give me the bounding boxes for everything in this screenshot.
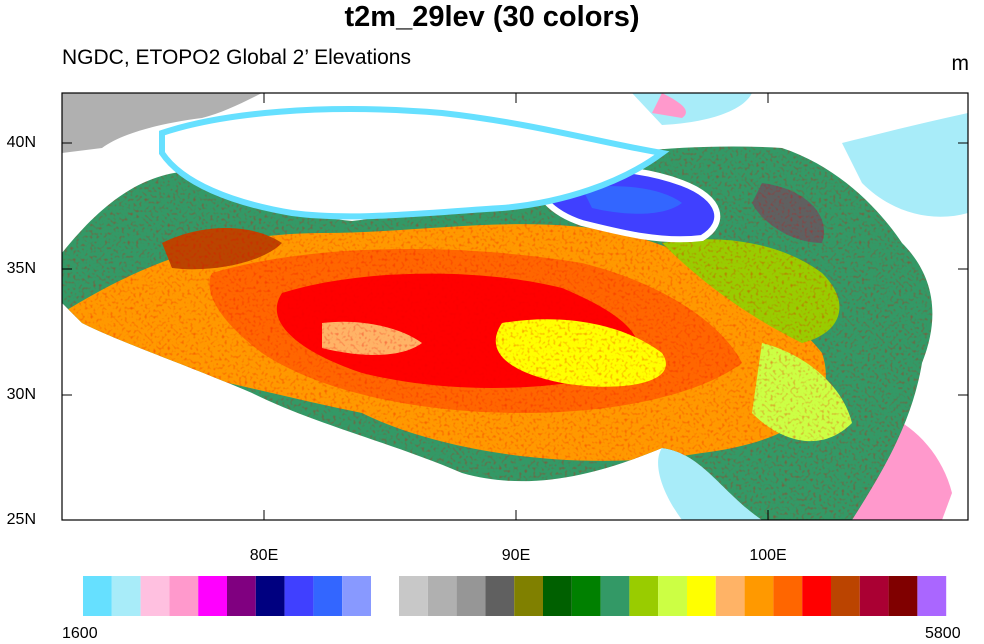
tarim-basin bbox=[159, 106, 670, 220]
dataset-subtitle: NGDC, ETOPO2 Global 2’ Elevations bbox=[62, 46, 411, 69]
lat-label-40n: 40N bbox=[6, 134, 36, 151]
colorbar-swatch bbox=[284, 576, 314, 616]
elevation-map bbox=[62, 93, 968, 520]
colorbar-swatch bbox=[169, 576, 199, 616]
colorbar-min-label: 1600 bbox=[62, 625, 98, 642]
colorbar-swatch bbox=[888, 576, 918, 616]
colorbar bbox=[83, 576, 947, 616]
colorbar-swatch bbox=[140, 576, 170, 616]
lat-label-35n: 35N bbox=[6, 260, 36, 277]
lowland-fringe bbox=[62, 93, 968, 520]
colorbar-swatch bbox=[427, 576, 457, 616]
colorbar-swatch bbox=[83, 576, 112, 616]
colorbar-swatch bbox=[600, 576, 630, 616]
units-label: m bbox=[951, 52, 970, 75]
lon-label-80e: 80E bbox=[249, 547, 279, 564]
colorbar-swatch bbox=[514, 576, 543, 616]
lon-label-90e: 90E bbox=[501, 547, 531, 564]
colorbar-swatch bbox=[399, 576, 428, 616]
colorbar-swatch bbox=[802, 576, 831, 616]
colorbar-swatch bbox=[744, 576, 774, 616]
colorbar-swatch bbox=[255, 576, 285, 616]
colorbar-swatch bbox=[227, 576, 256, 616]
plot-title: t2m_29lev (30 colors) bbox=[344, 1, 640, 33]
colorbar-swatch bbox=[658, 576, 687, 616]
colorbar-swatch bbox=[831, 576, 860, 616]
colorbar-swatch bbox=[571, 576, 601, 616]
colorbar-swatch bbox=[198, 576, 227, 616]
colorbar-swatch bbox=[715, 576, 745, 616]
colorbar-swatch bbox=[859, 576, 889, 616]
colorbar-swatch bbox=[313, 576, 343, 616]
lat-label-25n: 25N bbox=[6, 511, 36, 528]
colorbar-swatch bbox=[687, 576, 716, 616]
colorbar-swatch bbox=[773, 576, 803, 616]
lon-label-100e: 100E bbox=[749, 547, 787, 564]
lat-label-30n: 30N bbox=[6, 386, 36, 403]
colorbar-max-label: 5800 bbox=[925, 625, 961, 642]
colorbar-swatch bbox=[917, 576, 947, 616]
colorbar-swatch bbox=[111, 576, 141, 616]
colorbar-swatch bbox=[485, 576, 515, 616]
colorbar-swatch bbox=[629, 576, 659, 616]
colorbar-swatch bbox=[342, 576, 371, 616]
colorbar-swatch bbox=[543, 576, 572, 616]
colorbar-swatch bbox=[456, 576, 486, 616]
